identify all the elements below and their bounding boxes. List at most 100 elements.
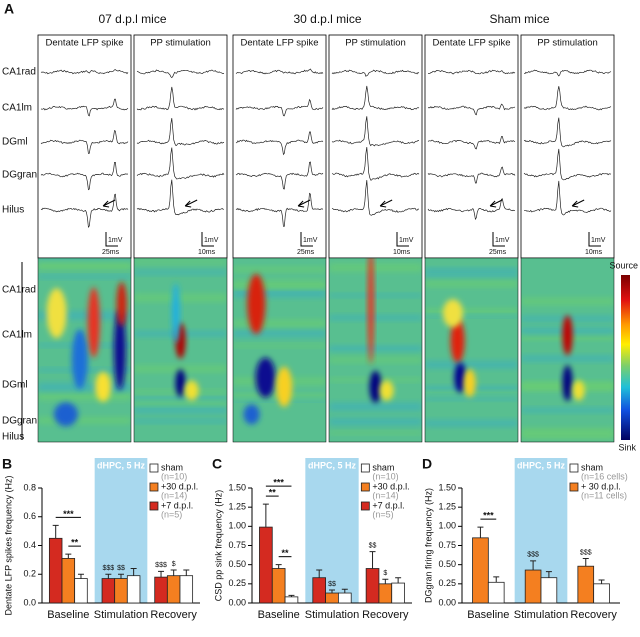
csd-stripe: [233, 289, 326, 298]
trace: [331, 69, 420, 77]
y-tick-label: 1.50: [438, 482, 456, 492]
csd-stripe: [425, 308, 518, 316]
x-tick-label: Baseline: [258, 609, 300, 621]
x-tick-label: Stimulation: [305, 609, 359, 621]
trace: [331, 85, 420, 111]
csd-stripe: [329, 345, 422, 353]
bar: [259, 526, 273, 604]
error-bar: [130, 568, 137, 576]
error-bar: [329, 589, 335, 594]
legend-swatch: [569, 482, 579, 492]
csd-frame: [37, 257, 132, 443]
trace: [331, 146, 420, 181]
y-tick-label: 0.75: [438, 540, 456, 550]
y-tick-label: 0.50: [438, 559, 456, 569]
bar: [271, 568, 286, 604]
error-bar: [341, 588, 348, 594]
csd-blob: [171, 283, 180, 344]
y-tick-label: 0.8: [23, 482, 36, 492]
layer-label: CA1rad: [2, 285, 36, 296]
scale-bar: [492, 232, 505, 247]
csd-map: [425, 258, 518, 442]
x-tick-label: Recovery: [362, 609, 409, 621]
arrow: [102, 199, 116, 208]
trace-box: [37, 34, 132, 259]
csd-stripe: [521, 355, 614, 362]
trace: [235, 131, 324, 156]
y-tick-label: 0.0: [23, 597, 36, 607]
trace: [136, 147, 225, 180]
shaded-label: dHPC, 5 Hz: [308, 460, 357, 470]
csd-blob: [572, 380, 585, 401]
csd-stripe: [329, 293, 422, 298]
csd-blob: [87, 287, 100, 358]
csd-blob: [367, 258, 374, 364]
layer-label: DGgran: [2, 170, 37, 181]
scale-label: 10ms: [198, 249, 216, 256]
legend-swatch: [360, 463, 370, 473]
csd-stripe: [134, 418, 227, 424]
y-tick-label: 1.25: [228, 502, 246, 512]
legend-n: (n=10): [161, 471, 187, 481]
csd-stripe: [38, 392, 131, 401]
panel-letter: A: [4, 1, 14, 17]
csd-blob: [562, 365, 573, 402]
trace: [523, 148, 612, 181]
y-tick-label: 0.00: [438, 597, 456, 607]
significance-sign: $$: [328, 581, 336, 588]
bracket-label: ***: [63, 509, 74, 519]
bar: [472, 537, 489, 604]
trace: [40, 193, 129, 228]
bar: [101, 578, 116, 604]
scale-label: 25ms: [297, 249, 315, 256]
error-bar: [316, 569, 323, 578]
trace: [331, 180, 419, 216]
csd-map: [134, 258, 227, 442]
scale-bar: [396, 232, 409, 247]
csd-blob: [379, 380, 394, 401]
y-tick-label: 1.00: [228, 521, 246, 531]
csd-stripe: [134, 259, 227, 264]
csd-blob: [450, 318, 465, 363]
csd-stripe: [329, 402, 422, 412]
trace: [235, 68, 324, 75]
error-bar: [105, 573, 112, 579]
legend-label: sham: [372, 462, 394, 472]
y-axis-label: Dentate LFP spikes frequency (Hz): [3, 476, 13, 616]
trace-box: [328, 34, 423, 259]
significance-sign: $$: [117, 565, 125, 572]
layer-label: CA1lm: [2, 103, 32, 114]
error-bar: [288, 594, 295, 597]
error-bar: [262, 503, 269, 528]
bar: [378, 583, 393, 604]
scale-label: 1mV: [591, 237, 606, 244]
layer-label: Hilus: [2, 432, 24, 443]
csd-stripe: [38, 263, 131, 270]
trace: [331, 116, 419, 147]
y-tick-label: 0.25: [228, 578, 246, 588]
scale-label: 1mV: [495, 237, 510, 244]
csd-blob: [255, 357, 276, 398]
trace-box: [232, 34, 327, 259]
csd-frame: [328, 257, 423, 443]
csd-stripe: [233, 329, 326, 338]
csd-map: [38, 258, 131, 442]
column-title: Dentate LFP spike: [241, 38, 319, 49]
legend-label: +30 d.p.l.: [161, 481, 198, 491]
csd-stripe: [134, 400, 227, 406]
legend-label: +30 d.p.l.: [372, 481, 409, 491]
layer-label: DGgran: [2, 416, 37, 427]
csd-stripe: [233, 266, 326, 273]
panel-letter: C: [212, 456, 222, 472]
significance-sign: $$$: [155, 562, 167, 569]
arrow: [297, 199, 311, 208]
y-tick-label: 0.00: [228, 597, 246, 607]
csd-stripe: [425, 419, 518, 427]
bar: [365, 568, 380, 604]
csd-stripe: [425, 280, 518, 288]
scale-bar: [588, 232, 601, 247]
csd-stripe: [329, 263, 422, 272]
bar: [126, 575, 141, 604]
y-tick-label: 1.25: [438, 502, 456, 512]
csd-stripe: [329, 351, 422, 355]
